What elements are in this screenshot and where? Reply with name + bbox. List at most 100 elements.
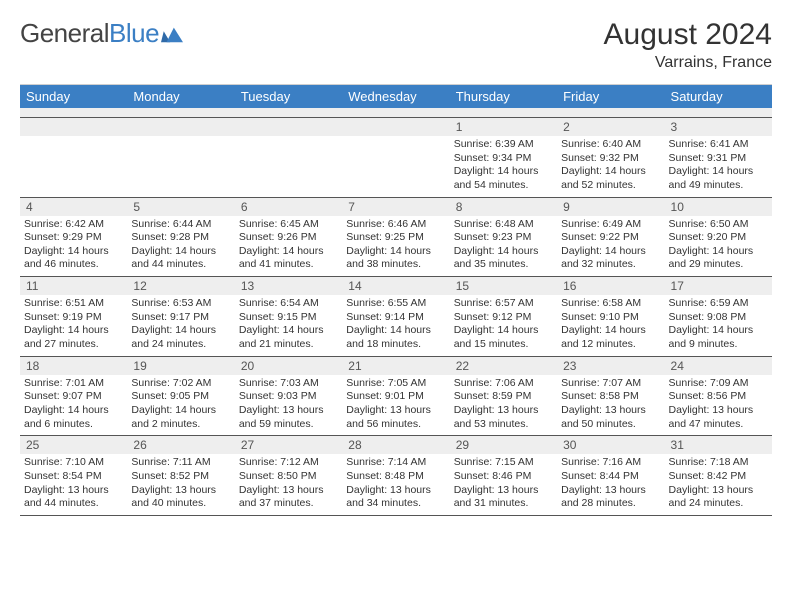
day-cell: 16Sunrise: 6:58 AMSunset: 9:10 PMDayligh… <box>557 277 664 356</box>
sunrise-text: Sunrise: 7:14 AM <box>346 456 445 470</box>
day-number <box>127 118 234 136</box>
day-cell: 4 Sunrise: 6:42 AMSunset: 9:29 PMDaylight… <box>20 198 127 277</box>
day-number: 5 <box>127 198 234 216</box>
day-details: Sunrise: 6:58 AMSunset: 9:10 PMDaylight:… <box>561 297 660 352</box>
daylight-text: Daylight: 14 hours and 38 minutes. <box>346 245 445 272</box>
sunrise-text: Sunrise: 7:03 AM <box>239 377 338 391</box>
daylight-text: Daylight: 14 hours and 21 minutes. <box>239 324 338 351</box>
day-number: 11 <box>20 277 127 295</box>
day-details: Sunrise: 6:59 AMSunset: 9:08 PMDaylight:… <box>669 297 768 352</box>
weekday-header: Monday <box>127 85 234 108</box>
daylight-text: Daylight: 14 hours and 32 minutes. <box>561 245 660 272</box>
day-cell: 6Sunrise: 6:45 AMSunset: 9:26 PMDaylight… <box>235 198 342 277</box>
sunrise-text: Sunrise: 6:59 AM <box>669 297 768 311</box>
day-cell: 8Sunrise: 6:48 AMSunset: 9:23 PMDaylight… <box>450 198 557 277</box>
weekday-header: Thursday <box>450 85 557 108</box>
day-cell: 20 Sunrise: 7:03 AMSunset: 9:03 PMDayligh… <box>235 357 342 436</box>
day-cell: 9Sunrise: 6:49 AMSunset: 9:22 PMDaylight… <box>557 198 664 277</box>
sunset-text: Sunset: 8:58 PM <box>561 390 660 404</box>
day-number: 21 <box>342 357 449 375</box>
sunrise-text: Sunrise: 6:45 AM <box>239 218 338 232</box>
day-number: 13 <box>235 277 342 295</box>
sunset-text: Sunset: 9:12 PM <box>454 311 553 325</box>
daylight-text: Daylight: 14 hours and 52 minutes. <box>561 165 660 192</box>
weekday-header: Saturday <box>665 85 772 108</box>
week-row: 11Sunrise: 6:51 AMSunset: 9:19 PMDayligh… <box>20 277 772 357</box>
sunset-text: Sunset: 8:59 PM <box>454 390 553 404</box>
daylight-text: Daylight: 14 hours and 24 minutes. <box>131 324 230 351</box>
daylight-text: Daylight: 13 hours and 47 minutes. <box>669 404 768 431</box>
day-number: 4 <box>20 198 127 216</box>
sunrise-text: Sunrise: 7:01 AM <box>24 377 123 391</box>
day-details <box>131 138 230 192</box>
day-details: Sunrise: 7:02 AMSunset: 9:05 PMDaylight:… <box>131 377 230 432</box>
daylight-text: Daylight: 14 hours and 35 minutes. <box>454 245 553 272</box>
daylight-text: Daylight: 13 hours and 59 minutes. <box>239 404 338 431</box>
day-number: 20 <box>235 357 342 375</box>
day-number: 25 <box>20 436 127 454</box>
sunrise-text: Sunrise: 7:02 AM <box>131 377 230 391</box>
sunrise-text: Sunrise: 7:16 AM <box>561 456 660 470</box>
spacer-row <box>20 108 772 118</box>
daylight-text: Daylight: 14 hours and 18 minutes. <box>346 324 445 351</box>
daylight-text: Daylight: 13 hours and 56 minutes. <box>346 404 445 431</box>
day-number: 18 <box>20 357 127 375</box>
daylight-text: Daylight: 14 hours and 46 minutes. <box>24 245 123 272</box>
day-cell: 19Sunrise: 7:02 AMSunset: 9:05 PMDayligh… <box>127 357 234 436</box>
day-number: 30 <box>557 436 664 454</box>
day-number: 6 <box>235 198 342 216</box>
day-details: Sunrise: 6:39 AMSunset: 9:34 PMDaylight:… <box>454 138 553 193</box>
day-details: Sunrise: 6:49 AMSunset: 9:22 PMDaylight:… <box>561 218 660 273</box>
day-details: Sunrise: 7:10 AMSunset: 8:54 PMDaylight:… <box>24 456 123 511</box>
day-number: 8 <box>450 198 557 216</box>
sunrise-text: Sunrise: 6:51 AM <box>24 297 123 311</box>
sunrise-text: Sunrise: 6:44 AM <box>131 218 230 232</box>
sunrise-text: Sunrise: 6:41 AM <box>669 138 768 152</box>
day-cell: 11 Sunrise: 6:51 AMSunset: 9:19 PMDayligh… <box>20 277 127 356</box>
day-number <box>235 118 342 136</box>
sunrise-text: Sunrise: 6:46 AM <box>346 218 445 232</box>
day-number: 12 <box>127 277 234 295</box>
daylight-text: Daylight: 13 hours and 24 minutes. <box>669 484 768 511</box>
daylight-text: Daylight: 13 hours and 40 minutes. <box>131 484 230 511</box>
day-details: Sunrise: 7:05 AMSunset: 9:01 PMDaylight:… <box>346 377 445 432</box>
day-details: Sunrise: 6:57 AMSunset: 9:12 PMDaylight:… <box>454 297 553 352</box>
sunrise-text: Sunrise: 6:58 AM <box>561 297 660 311</box>
calendar: SundayMondayTuesdayWednesdayThursdayFrid… <box>20 84 772 516</box>
day-cell: 30 Sunrise: 7:16 AMSunset: 8:44 PMDayligh… <box>557 436 664 515</box>
sunset-text: Sunset: 9:32 PM <box>561 152 660 166</box>
sunset-text: Sunset: 9:29 PM <box>24 231 123 245</box>
sunset-text: Sunset: 9:31 PM <box>669 152 768 166</box>
day-details: Sunrise: 6:55 AMSunset: 9:14 PMDaylight:… <box>346 297 445 352</box>
day-details: Sunrise: 6:53 AMSunset: 9:17 PMDaylight:… <box>131 297 230 352</box>
day-details: Sunrise: 7:14 AMSunset: 8:48 PMDaylight:… <box>346 456 445 511</box>
day-cell: 23Sunrise: 7:07 AMSunset: 8:58 PMDayligh… <box>557 357 664 436</box>
day-details: Sunrise: 6:54 AMSunset: 9:15 PMDaylight:… <box>239 297 338 352</box>
day-cell <box>342 118 449 197</box>
sunset-text: Sunset: 9:23 PM <box>454 231 553 245</box>
day-details: Sunrise: 7:16 AMSunset: 8:44 PMDaylight:… <box>561 456 660 511</box>
sunset-text: Sunset: 8:50 PM <box>239 470 338 484</box>
daylight-text: Daylight: 14 hours and 29 minutes. <box>669 245 768 272</box>
sunset-text: Sunset: 8:46 PM <box>454 470 553 484</box>
week-row: 25 Sunrise: 7:10 AMSunset: 8:54 PMDayligh… <box>20 436 772 516</box>
daylight-text: Daylight: 14 hours and 27 minutes. <box>24 324 123 351</box>
brand-part1: General <box>20 18 109 49</box>
sunrise-text: Sunrise: 6:40 AM <box>561 138 660 152</box>
day-number <box>20 118 127 136</box>
day-details <box>239 138 338 192</box>
brand-logo: GeneralBlue <box>20 18 183 49</box>
day-number <box>342 118 449 136</box>
day-cell <box>235 118 342 197</box>
weekday-header: Friday <box>557 85 664 108</box>
day-details: Sunrise: 6:40 AMSunset: 9:32 PMDaylight:… <box>561 138 660 193</box>
sunrise-text: Sunrise: 7:06 AM <box>454 377 553 391</box>
sunset-text: Sunset: 9:17 PM <box>131 311 230 325</box>
sunset-text: Sunset: 9:20 PM <box>669 231 768 245</box>
day-details: Sunrise: 7:03 AMSunset: 9:03 PMDaylight:… <box>239 377 338 432</box>
day-cell: 2Sunrise: 6:40 AMSunset: 9:32 PMDaylight… <box>557 118 664 197</box>
daylight-text: Daylight: 14 hours and 6 minutes. <box>24 404 123 431</box>
sunrise-text: Sunrise: 6:39 AM <box>454 138 553 152</box>
sunset-text: Sunset: 9:19 PM <box>24 311 123 325</box>
sunrise-text: Sunrise: 6:42 AM <box>24 218 123 232</box>
